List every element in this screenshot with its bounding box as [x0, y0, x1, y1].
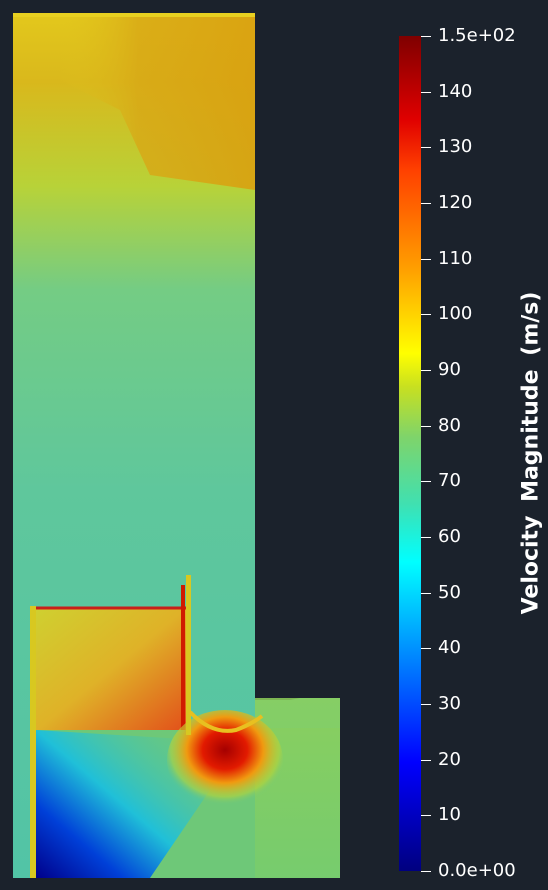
colorbar-tick-label: 0.0e+00: [438, 860, 516, 881]
colorbar-tick-mark: [421, 203, 431, 204]
colorbar-tick-label: 60: [438, 526, 461, 547]
low-velocity-region: [36, 730, 210, 878]
colorbar-gradient: [399, 36, 421, 871]
colorbar-tick-mark: [421, 425, 431, 427]
colorbar-tick-mark: [421, 704, 431, 705]
colorbar-tick-label: 40: [438, 637, 461, 659]
peak-velocity-region: [167, 710, 283, 810]
colorbar-tick-mark: [421, 258, 431, 260]
colorbar-tick-label: 1.5e+02: [438, 25, 516, 46]
colorbar-tick-label: 110: [438, 247, 473, 269]
colorbar-tick-mark: [421, 481, 431, 483]
colorbar-tick-label: 90: [438, 359, 461, 380]
colorbar-tick-mark: [421, 871, 431, 872]
top-high-velocity-region: [60, 13, 255, 190]
colorbar-tick-mark: [421, 759, 431, 761]
colorbar-tick-mark: [421, 648, 431, 650]
colorbar-tick-label: 80: [438, 414, 461, 436]
inner-recirculation-box: [36, 608, 186, 730]
colorbar-tick-label: 100: [438, 303, 473, 325]
colorbar-tick-mark: [421, 370, 431, 371]
colorbar-tick-mark: [421, 36, 431, 37]
colorbar-tick-label: 70: [438, 470, 461, 492]
colorbar-tick-mark: [421, 91, 431, 93]
colorbar-tick-mark: [421, 592, 431, 594]
colorbar-tick-label: 140: [438, 80, 473, 102]
colorbar-tick-mark: [421, 815, 431, 817]
throat-notch: [188, 710, 264, 733]
colorbar-tick-label: 120: [438, 192, 473, 213]
colorbar-tick-label: 20: [438, 748, 461, 770]
colorbar-tick-label: 10: [438, 804, 461, 826]
colorbar-title: Velocity Magnitude (m/s): [518, 291, 544, 615]
colorbar-tick-mark: [421, 147, 431, 149]
left-wall-strip: [30, 606, 36, 878]
colorbar-tick-label: 130: [438, 136, 473, 158]
colorbar-tick-mark: [421, 314, 431, 316]
box-wall-strip: [186, 575, 191, 735]
colorbar-tick-label: 30: [438, 693, 461, 714]
colorbar-tick-mark: [421, 537, 431, 538]
colorbar-tick-label: 50: [438, 581, 461, 603]
top-wall-strip: [13, 13, 255, 17]
